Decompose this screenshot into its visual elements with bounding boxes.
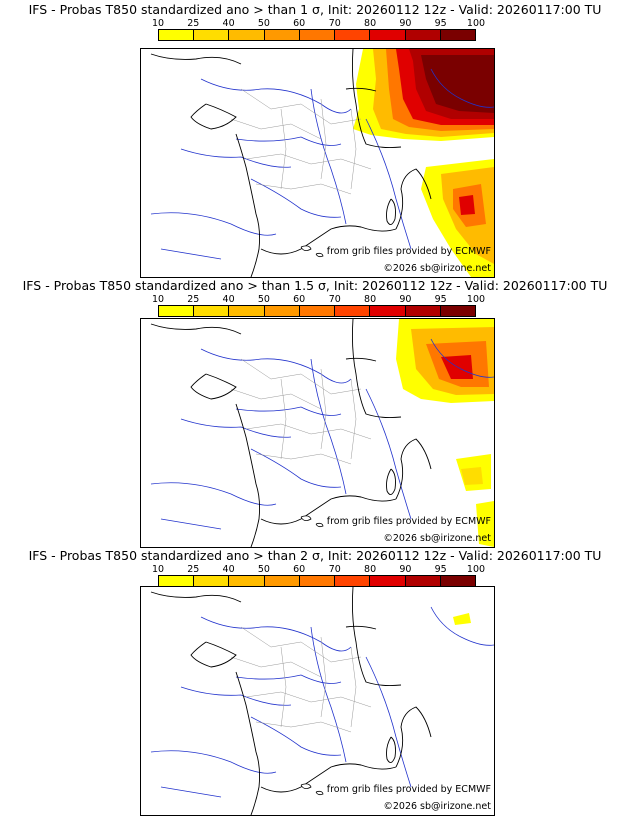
legend-label: 70 (328, 18, 341, 29)
map-panel-1: IFS - Probas T850 standardized ano > tha… (0, 0, 630, 278)
legend-swatch (335, 306, 371, 316)
river-lines (150, 338, 494, 530)
legend-label: 50 (257, 294, 270, 305)
legend-label: 60 (293, 294, 306, 305)
legend-labels: 10 25 40 50 60 70 80 90 95 100 (152, 564, 485, 575)
legend-label: 10 (151, 18, 165, 29)
legend-swatch (159, 576, 195, 586)
legend-swatch (299, 306, 336, 316)
legend-swatch (440, 306, 475, 316)
legend-label: 95 (434, 564, 447, 575)
legend-label: 90 (399, 294, 412, 305)
data-source-credit: from grib files provided by ECMWF (326, 246, 491, 257)
legend-label: 40 (222, 294, 235, 305)
probability-map (150, 49, 494, 277)
data-source-credit: from grib files provided by ECMWF (326, 516, 491, 527)
legend-label: 95 (434, 294, 447, 305)
legend-swatch (194, 576, 230, 586)
color-legend: 10 25 40 50 60 70 80 90 95 100 (152, 564, 485, 587)
map-frame: from grib files provided by ECMWF ©2026 … (140, 586, 495, 816)
map-panel-2: IFS - Probas T850 standardized ano > tha… (0, 276, 630, 548)
legend-swatch (335, 30, 371, 40)
admin-borders (230, 626, 372, 733)
legend-label: 60 (293, 18, 306, 29)
probability-map (150, 319, 494, 547)
legend-label: 80 (364, 564, 377, 575)
legend-labels: 10 25 40 50 60 70 80 90 95 100 (152, 294, 485, 305)
legend-label: 70 (328, 294, 341, 305)
legend-swatch (299, 576, 336, 586)
map-panel-3: IFS - Probas T850 standardized ano > tha… (0, 546, 630, 818)
legend-label: 90 (399, 564, 412, 575)
coastlines (150, 319, 432, 547)
legend-labels: 10 25 40 50 60 70 80 90 95 100 (152, 18, 485, 29)
legend-swatch (229, 576, 265, 586)
legend-label: 100 (466, 294, 486, 305)
legend-label: 100 (466, 564, 486, 575)
legend-label: 100 (466, 18, 486, 29)
legend-swatch (335, 576, 371, 586)
legend-label: 10 (151, 564, 165, 575)
panel-title: IFS - Probas T850 standardized ano > tha… (28, 2, 602, 17)
river-lines (150, 68, 494, 260)
legend-color-bar (158, 305, 476, 317)
map-frame: from grib files provided by ECMWF ©2026 … (140, 48, 495, 278)
legend-swatch (159, 306, 195, 316)
legend-label: 40 (222, 564, 235, 575)
river-lines (150, 606, 494, 798)
legend-swatch (229, 30, 265, 40)
legend-label: 40 (222, 18, 235, 29)
legend-swatch (194, 30, 230, 40)
island-outlines (300, 783, 324, 796)
legend-label: 90 (399, 18, 412, 29)
probability-field (396, 319, 494, 547)
color-legend: 10 25 40 50 60 70 80 90 95 100 (152, 294, 485, 317)
color-legend: 10 25 40 50 60 70 80 90 95 100 (152, 18, 485, 41)
legend-label: 25 (187, 18, 200, 29)
legend-color-bar (158, 29, 476, 41)
copyright-credit: ©2026 sb@irizone.net (383, 533, 491, 544)
legend-label: 25 (187, 564, 200, 575)
legend-label: 25 (187, 294, 200, 305)
legend-label: 50 (257, 18, 270, 29)
legend-swatch (440, 576, 475, 586)
legend-swatch (299, 30, 336, 40)
legend-swatch (370, 30, 406, 40)
probability-map (150, 587, 494, 815)
legend-swatch (405, 306, 441, 316)
legend-label: 95 (434, 18, 447, 29)
legend-swatch (370, 306, 406, 316)
probability-field (353, 49, 494, 277)
probability-field (453, 613, 471, 625)
legend-swatch (194, 306, 230, 316)
legend-label: 60 (293, 564, 306, 575)
legend-swatch (229, 306, 265, 316)
map-frame: from grib files provided by ECMWF ©2026 … (140, 318, 495, 548)
island-outlines (300, 515, 324, 528)
legend-label: 50 (257, 564, 270, 575)
legend-label: 80 (364, 294, 377, 305)
panel-title: IFS - Probas T850 standardized ano > tha… (22, 278, 608, 293)
data-source-credit: from grib files provided by ECMWF (326, 784, 491, 795)
legend-swatch (264, 576, 300, 586)
copyright-credit: ©2026 sb@irizone.net (383, 801, 491, 812)
legend-swatch (440, 30, 475, 40)
coastlines (150, 49, 432, 277)
legend-swatch (405, 576, 441, 586)
legend-label: 80 (364, 18, 377, 29)
legend-swatch (159, 30, 195, 40)
coastlines (150, 587, 432, 815)
copyright-credit: ©2026 sb@irizone.net (383, 263, 491, 274)
admin-borders (230, 88, 372, 195)
legend-swatch (264, 30, 300, 40)
legend-swatch (264, 306, 300, 316)
island-outlines (300, 245, 324, 258)
admin-borders (230, 358, 372, 465)
legend-label: 70 (328, 564, 341, 575)
panel-title: IFS - Probas T850 standardized ano > tha… (28, 548, 602, 563)
legend-swatch (405, 30, 441, 40)
legend-label: 10 (151, 294, 165, 305)
legend-swatch (370, 576, 406, 586)
